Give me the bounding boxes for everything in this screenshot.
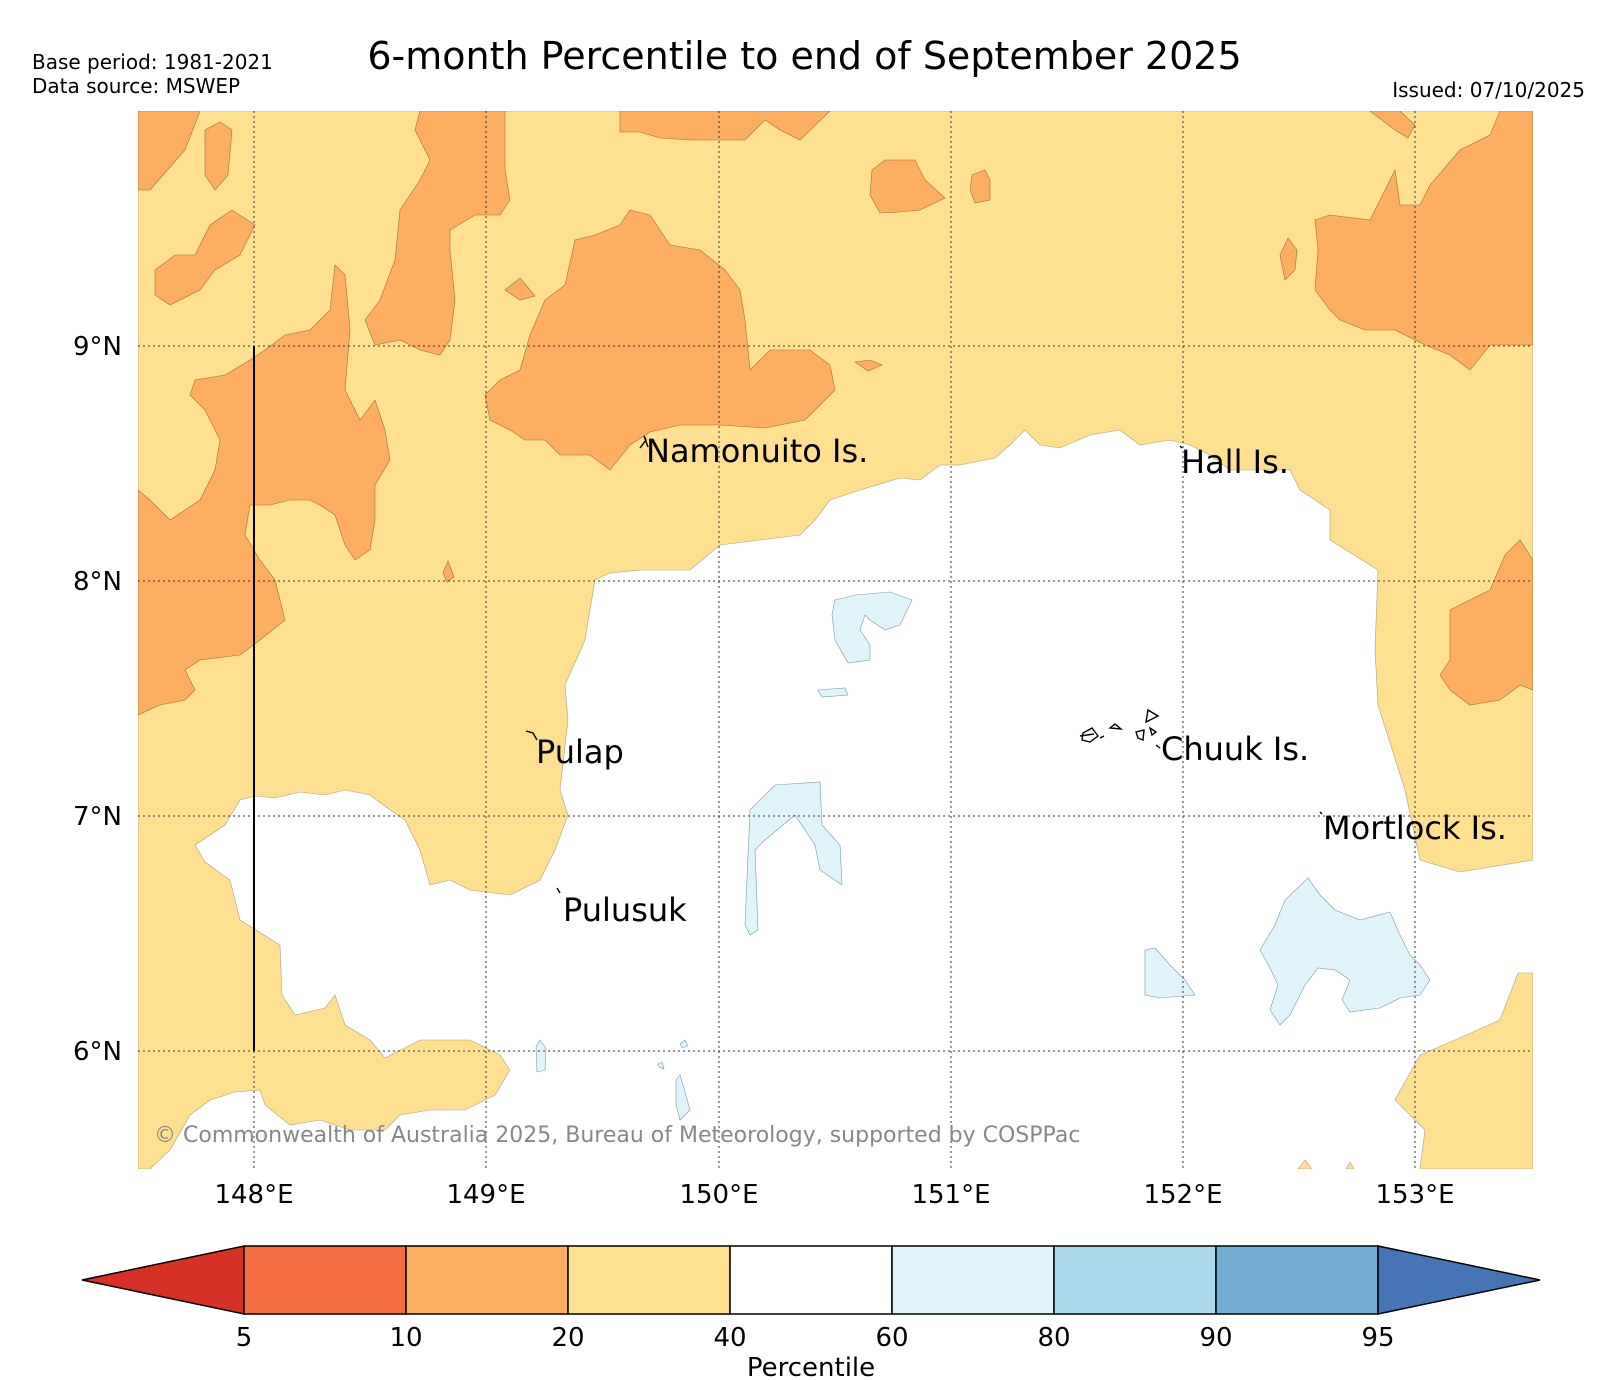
patch-nw-strip (138, 111, 201, 191)
place-labels: Namonuito Is. Hall Is. Pulap Chuuk Is. M… (536, 432, 1507, 929)
colorbar-segment (567, 1245, 731, 1315)
label-chuuk: Chuuk Is. (1161, 730, 1309, 768)
base-period: Base period: 1981-2021 (32, 50, 273, 74)
issued-date: Issued: 07/10/2025 (1392, 78, 1585, 102)
colorbar-arrow-high (1377, 1245, 1541, 1315)
colorbar-title: Percentile (747, 1353, 875, 1380)
colorbar-segment (1053, 1245, 1217, 1315)
south-speck-b (1345, 1161, 1355, 1169)
contour-20-40-north (138, 111, 1533, 1169)
patch-nw-blob (154, 209, 256, 306)
colorbar-tick: 5 (236, 1323, 253, 1353)
blue-patch-thin (817, 687, 849, 698)
contours-10-20 (138, 111, 1533, 716)
label-pulap: Pulap (536, 733, 624, 771)
chuuk-lagoon-islands (1079, 708, 1161, 749)
lat-label: 8°N (73, 567, 122, 597)
blue-patch-southeast (1259, 877, 1431, 1026)
lon-label: 153°E (1375, 1180, 1454, 1210)
colorbar-segment (1215, 1245, 1379, 1315)
patch-namonuito (484, 209, 836, 471)
blue-patch-tiny-a (535, 1039, 547, 1073)
patch-ne-large (1314, 111, 1533, 371)
pulusuk-island (556, 887, 561, 894)
patch-north-mid (619, 111, 831, 141)
patch-north-central-a (364, 111, 511, 356)
lon-label: 148°E (214, 1180, 293, 1210)
patch-nw-small (204, 121, 233, 191)
blue-patch-east-small (1144, 947, 1196, 999)
blue-patch-middle (744, 781, 843, 936)
colorbar-tick: 10 (389, 1323, 422, 1353)
lat-label: 7°N (73, 802, 122, 832)
label-pulusuk: Pulusuk (563, 891, 687, 929)
colorbar-tick: 80 (1037, 1323, 1070, 1353)
patch-tiny-ne-a (504, 277, 536, 301)
latitude-labels: 9°N 8°N 7°N 6°N (73, 332, 122, 1067)
patch-north-tiny-d (854, 359, 883, 372)
blue-patch-tiny-d (657, 1061, 665, 1070)
colorbar-tick-labels: 5 10 20 40 60 80 90 95 (236, 1323, 1395, 1353)
colorbar-segment (405, 1245, 569, 1315)
label-mortlock: Mortlock Is. (1323, 809, 1507, 847)
colorbar-segment (729, 1245, 893, 1315)
label-hall: Hall Is. (1181, 443, 1289, 481)
blue-patch-north (831, 591, 913, 664)
island-coastlines (525, 435, 1323, 894)
mortlock-islands (1319, 811, 1323, 815)
lon-label: 149°E (446, 1180, 525, 1210)
colorbar (81, 1245, 1541, 1315)
data-source: Data source: MSWEP (32, 74, 241, 98)
patch-ne-top (1369, 111, 1416, 139)
lat-label: 6°N (73, 1037, 122, 1067)
patch-north-blob-b (869, 159, 946, 214)
pulap-island (525, 730, 538, 741)
contour-20-40-southeast (1394, 972, 1533, 1169)
colorbar-tick: 60 (875, 1323, 908, 1353)
namonuito-island (639, 435, 649, 449)
blue-patch-tiny-b (675, 1074, 691, 1121)
patch-north-blob-c (969, 169, 991, 204)
lon-label: 150°E (679, 1180, 758, 1210)
colorbar-segment (891, 1245, 1055, 1315)
colorbar-segment (243, 1245, 407, 1315)
colorbar-arrow-low (81, 1245, 245, 1315)
colorbar-tick: 20 (551, 1323, 584, 1353)
page-title: 6-month Percentile to end of September 2… (367, 34, 1242, 78)
colorbar-tick: 40 (713, 1323, 746, 1353)
map-area: Namonuito Is. Hall Is. Pulap Chuuk Is. M… (138, 111, 1533, 1169)
hall-island (1179, 445, 1183, 449)
colorbar-tick: 90 (1199, 1323, 1232, 1353)
header-meta: Base period: 1981-2021 Data source: MSWE… (32, 50, 273, 98)
lon-label: 151°E (911, 1180, 990, 1210)
copyright-notice: © Commonwealth of Australia 2025, Bureau… (154, 1123, 1080, 1148)
lon-label: 152°E (1143, 1180, 1222, 1210)
patch-ne-small (1279, 237, 1298, 281)
longitude-labels: 148°E 149°E 150°E 151°E 152°E 153°E (214, 1180, 1454, 1210)
patch-dot (442, 560, 455, 583)
blue-patch-tiny-c (679, 1039, 689, 1049)
label-namonuito: Namonuito Is. (646, 432, 868, 470)
contours-60-80 (535, 591, 1431, 1121)
south-speck-a (1297, 1159, 1313, 1169)
lat-label: 9°N (73, 332, 122, 362)
colorbar-tick: 95 (1361, 1323, 1394, 1353)
